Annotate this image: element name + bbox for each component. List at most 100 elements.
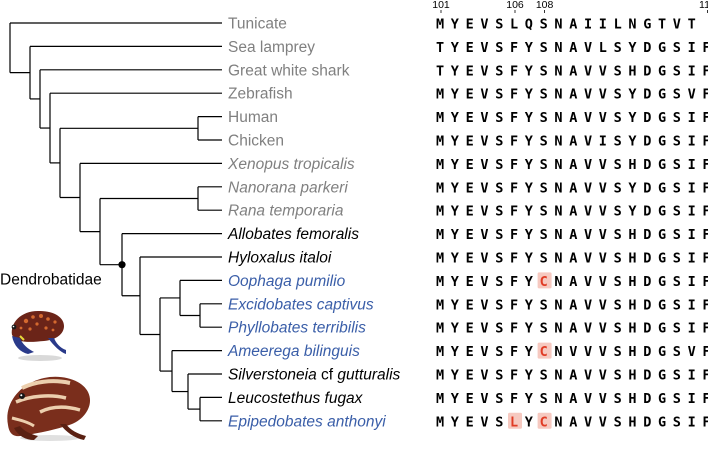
residue: M: [436, 157, 444, 173]
residue: S: [673, 227, 681, 243]
residue: L: [614, 17, 622, 33]
residue: I: [688, 321, 696, 337]
residue: E: [466, 344, 474, 360]
residue: G: [658, 321, 666, 337]
residue: N: [554, 344, 562, 360]
residue: S: [614, 414, 622, 430]
residue: F: [510, 40, 518, 56]
residue: Y: [451, 87, 460, 103]
residue: N: [554, 414, 562, 430]
residue: F: [702, 180, 708, 196]
residue: M: [436, 251, 444, 267]
residue: N: [554, 251, 562, 267]
residue: Y: [451, 110, 460, 126]
residue: E: [466, 204, 474, 220]
residue: V: [584, 251, 592, 267]
residue: S: [495, 40, 503, 56]
residue: S: [495, 321, 503, 337]
residue: S: [540, 297, 548, 313]
residue: D: [643, 344, 651, 360]
residue: V: [480, 110, 488, 126]
residue: M: [436, 134, 444, 150]
residue: S: [540, 134, 548, 150]
taxon-label: Leucostethus fugax: [228, 390, 364, 407]
residue: V: [584, 391, 592, 407]
residue: N: [554, 368, 562, 384]
taxon-label: Zebrafish: [228, 86, 293, 103]
taxon-label: Human: [228, 109, 278, 126]
residue: I: [688, 110, 696, 126]
residue: S: [540, 17, 548, 33]
residue: A: [569, 40, 577, 56]
residue: N: [554, 63, 562, 79]
residue: S: [673, 344, 681, 360]
residue: Y: [525, 180, 534, 196]
residue: F: [702, 274, 708, 290]
residue: V: [584, 157, 592, 173]
residue: E: [466, 180, 474, 196]
residue: Y: [525, 368, 534, 384]
residue: S: [495, 134, 503, 150]
residue: V: [599, 110, 607, 126]
residue: E: [466, 297, 474, 313]
substitution-highlight: [508, 412, 522, 429]
residue: V: [584, 274, 592, 290]
residue: Y: [525, 134, 534, 150]
residue: S: [673, 321, 681, 337]
residue: Y: [451, 157, 460, 173]
residue: S: [673, 297, 681, 313]
taxon-label: Chicken: [228, 133, 284, 150]
frog-illustration-epipedobates: [7, 376, 91, 441]
residue: S: [673, 204, 681, 220]
residue: D: [643, 297, 651, 313]
residue: N: [554, 391, 562, 407]
residue: H: [628, 391, 636, 407]
residue: E: [466, 321, 474, 337]
residue: Y: [525, 40, 534, 56]
residue: D: [643, 180, 651, 196]
residue: V: [480, 40, 488, 56]
residue: N: [554, 180, 562, 196]
residue: M: [436, 204, 444, 220]
residue: H: [628, 414, 636, 430]
residue: S: [614, 63, 622, 79]
phylogenetic-tree: Dendrobatidae: [0, 22, 222, 422]
residue: F: [702, 134, 708, 150]
residue: Y: [525, 344, 534, 360]
residue: S: [673, 87, 681, 103]
residue: S: [614, 157, 622, 173]
residue: Y: [451, 321, 460, 337]
residue: G: [658, 157, 666, 173]
residue: A: [569, 110, 577, 126]
residue: Y: [628, 134, 637, 150]
residue: N: [554, 204, 562, 220]
residue: D: [643, 227, 651, 243]
residue: V: [599, 321, 607, 337]
residue: D: [643, 204, 651, 220]
residue: V: [599, 87, 607, 103]
residue: V: [599, 180, 607, 196]
residue: M: [436, 227, 444, 243]
taxon-label: Epipedobates anthonyi: [228, 413, 386, 430]
residue: V: [599, 391, 607, 407]
residue: F: [702, 87, 708, 103]
residue: E: [466, 63, 474, 79]
residue: D: [643, 391, 651, 407]
residue: V: [584, 344, 592, 360]
residue: S: [614, 134, 622, 150]
residue: S: [673, 368, 681, 384]
residue: A: [569, 321, 577, 337]
residue: A: [569, 87, 577, 103]
residue: V: [480, 251, 488, 267]
residue: G: [658, 297, 666, 313]
residue: V: [584, 87, 592, 103]
residue: G: [658, 110, 666, 126]
residue: F: [510, 297, 518, 313]
residue: F: [702, 204, 708, 220]
residue: I: [599, 17, 607, 33]
